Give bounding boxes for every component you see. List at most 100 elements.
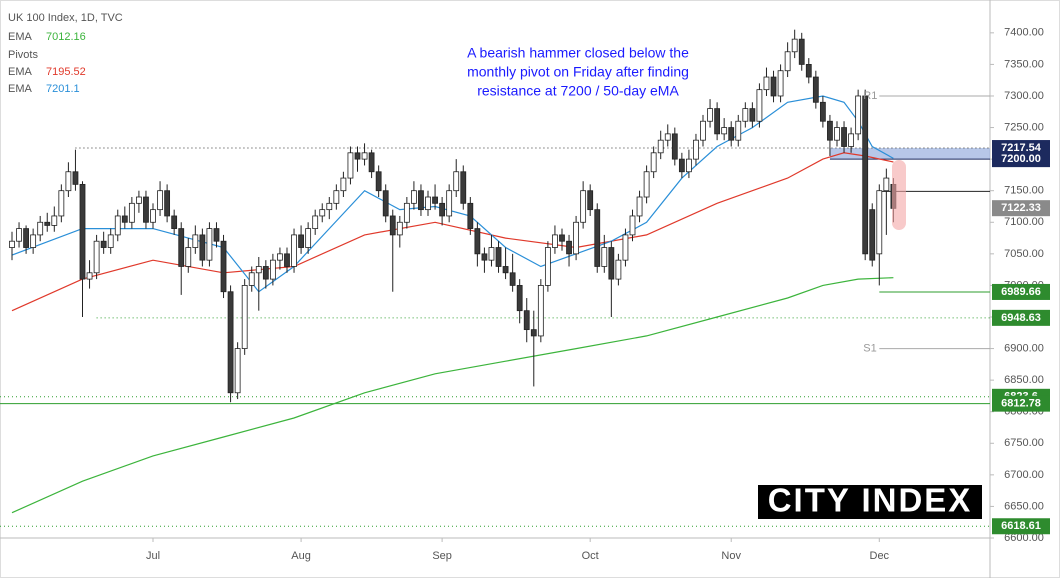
candle-body bbox=[248, 272, 255, 286]
candle-body bbox=[375, 171, 382, 192]
candle-body bbox=[678, 158, 685, 173]
candle-body bbox=[509, 272, 516, 286]
y-tick-label: 7100.00 bbox=[1004, 216, 1044, 228]
level-label-box bbox=[992, 518, 1050, 535]
legend-title: UK 100 Index, 1D, TVC bbox=[8, 12, 123, 24]
candle-body bbox=[333, 190, 340, 204]
candle-body bbox=[79, 183, 86, 280]
highlight bbox=[892, 160, 906, 230]
y-tick-label: 6600.00 bbox=[1004, 532, 1044, 544]
candle-body bbox=[277, 253, 283, 261]
candle-body bbox=[199, 234, 206, 261]
candle-body bbox=[319, 209, 326, 217]
candle-body bbox=[707, 108, 713, 122]
candle-body bbox=[657, 139, 664, 154]
candle-body bbox=[721, 127, 728, 135]
candle-body bbox=[396, 221, 403, 236]
y-tick-label: 7250.00 bbox=[1004, 121, 1044, 133]
candle-body bbox=[23, 228, 29, 248]
candle-body bbox=[44, 221, 51, 226]
candle-body bbox=[284, 253, 290, 267]
x-tick-label: Sep bbox=[432, 550, 452, 562]
candle-body bbox=[143, 196, 149, 223]
y-tick-label: 6850.00 bbox=[1004, 374, 1044, 386]
candle-body bbox=[171, 215, 178, 229]
candle-body bbox=[150, 209, 156, 223]
ema-line bbox=[11, 277, 894, 514]
candle-body bbox=[121, 215, 128, 223]
candle-body bbox=[495, 247, 502, 267]
legend-value: 7201.1 bbox=[46, 83, 80, 95]
candle-body bbox=[269, 259, 276, 280]
candle-body bbox=[481, 253, 488, 261]
candle-body bbox=[467, 202, 474, 229]
candle-body bbox=[136, 196, 142, 204]
candle-body bbox=[474, 228, 481, 255]
candle-body bbox=[559, 234, 565, 242]
candle-body bbox=[114, 215, 121, 236]
candle-body bbox=[227, 291, 234, 394]
candle-body bbox=[185, 247, 192, 267]
candle-body bbox=[650, 152, 657, 173]
y-tick-label: 6900.00 bbox=[1004, 342, 1044, 354]
candle-body bbox=[488, 247, 495, 261]
candle-body bbox=[869, 209, 876, 261]
candle-body bbox=[418, 190, 424, 211]
level-label-box bbox=[992, 283, 1050, 300]
y-tick-label: 7350.00 bbox=[1004, 58, 1044, 70]
candle-body bbox=[827, 120, 833, 141]
annotation: resistance at 7200 / 50-day eMA bbox=[477, 83, 679, 99]
candle-body bbox=[389, 215, 396, 236]
candle-body bbox=[516, 285, 523, 312]
candle-body bbox=[326, 202, 333, 211]
candle-body bbox=[805, 64, 812, 78]
candle-body bbox=[502, 266, 509, 274]
candle-body bbox=[784, 51, 791, 72]
candle-body bbox=[382, 190, 389, 217]
annotation: A bearish hammer closed below the bbox=[467, 45, 689, 61]
candle-body bbox=[446, 190, 453, 217]
candle-body bbox=[312, 215, 319, 229]
candle-body bbox=[523, 310, 530, 331]
legend-pivots: Pivots bbox=[8, 49, 38, 61]
x-tick-label: Dec bbox=[870, 550, 890, 562]
level-label: 7122.33 bbox=[1001, 202, 1041, 214]
candle-body bbox=[262, 266, 269, 280]
candle-body bbox=[728, 127, 735, 141]
candle-body bbox=[763, 76, 770, 91]
candle-body bbox=[834, 127, 840, 141]
candle-body bbox=[234, 348, 241, 394]
candle-body bbox=[686, 158, 692, 173]
level-label-box bbox=[992, 309, 1050, 326]
candle-body bbox=[403, 202, 410, 223]
y-tick-label: 6650.00 bbox=[1004, 500, 1044, 512]
candle-body bbox=[51, 215, 58, 226]
x-tick-label: Oct bbox=[582, 550, 599, 562]
candle-body bbox=[883, 177, 890, 192]
candle-body bbox=[164, 190, 171, 217]
candle-body bbox=[425, 196, 431, 211]
candle-body bbox=[9, 240, 15, 248]
candle-body bbox=[241, 285, 248, 349]
candle-body bbox=[876, 190, 883, 255]
candle-body bbox=[347, 152, 354, 179]
y-tick-label: 6700.00 bbox=[1004, 469, 1044, 481]
candle-body bbox=[819, 101, 826, 122]
candle-body bbox=[291, 234, 297, 267]
y-tick-label: 7050.00 bbox=[1004, 248, 1044, 260]
candle-body bbox=[693, 139, 699, 160]
candle-body bbox=[777, 70, 784, 97]
candle-body bbox=[848, 133, 854, 147]
x-tick-label: Nov bbox=[721, 550, 741, 562]
legend-name: EMA bbox=[8, 66, 33, 78]
candle-body bbox=[58, 190, 65, 217]
candle-body bbox=[298, 234, 304, 248]
y-tick-label: 7400.00 bbox=[1004, 27, 1044, 39]
candle-body bbox=[566, 240, 572, 255]
candle-body bbox=[220, 240, 227, 293]
y-tick-label: 7150.00 bbox=[1004, 185, 1044, 197]
level-label-box bbox=[992, 395, 1050, 412]
candle-body bbox=[594, 209, 601, 267]
candle-body bbox=[213, 228, 220, 242]
